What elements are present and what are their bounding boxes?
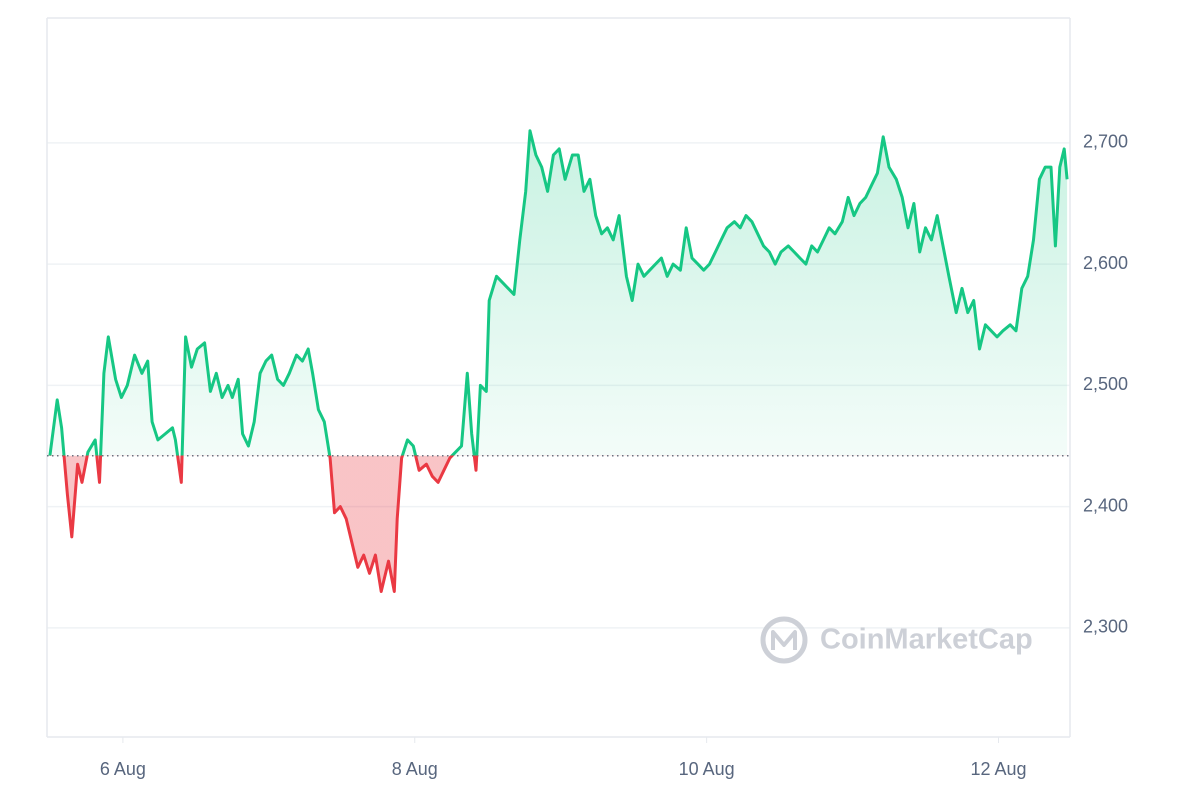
x-tick-label: 12 Aug (970, 759, 1026, 779)
area (49, 130, 1068, 592)
x-tick-label: 10 Aug (679, 759, 735, 779)
y-tick-label: 2,600 (1083, 253, 1128, 273)
y-tick-label: 2,400 (1083, 495, 1128, 515)
watermark-text: CoinMarketCap (820, 624, 1033, 656)
watermark-logo (771, 630, 797, 650)
x-tick-label: 8 Aug (392, 759, 438, 779)
watermark-logo (760, 616, 808, 664)
y-tick-label: 2,300 (1083, 617, 1128, 637)
y-tick-label: 2,500 (1083, 374, 1128, 394)
y-tick-label: 2,700 (1083, 132, 1128, 152)
watermark: CoinMarketCap (760, 616, 1033, 664)
price-line (48, 129, 1069, 593)
x-tick-label: 6 Aug (100, 759, 146, 779)
